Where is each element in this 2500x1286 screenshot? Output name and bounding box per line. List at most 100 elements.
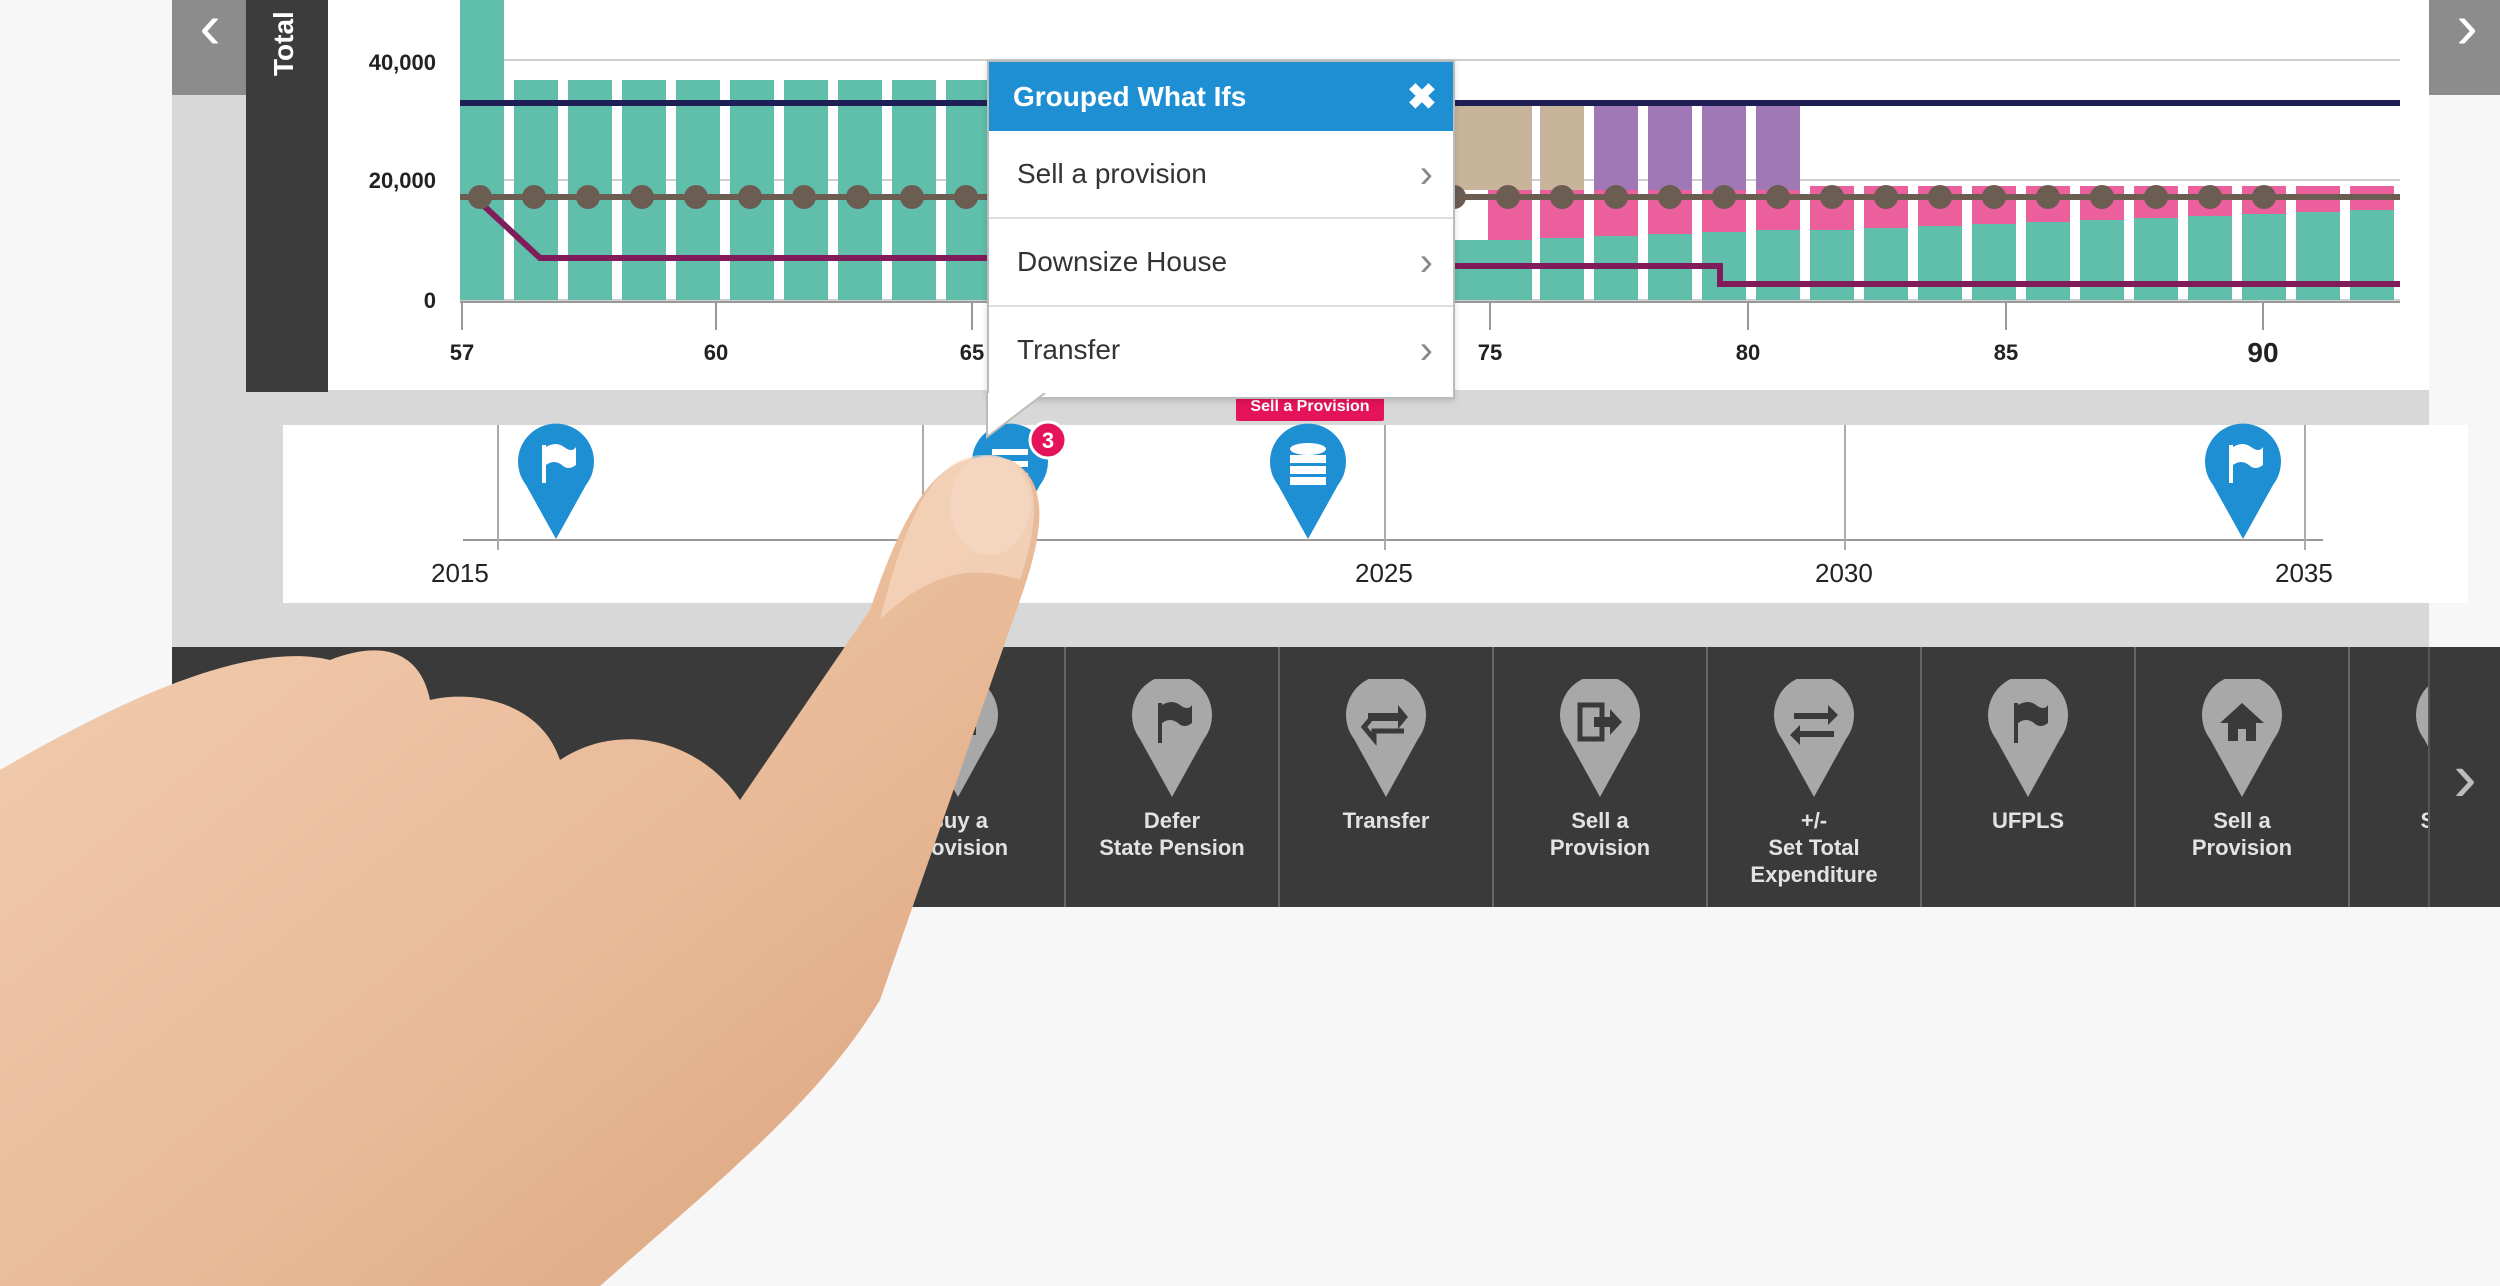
bar-segment <box>1450 106 1494 190</box>
tray-item[interactable]: UFPLS <box>1920 647 2134 907</box>
x-tick-label: 85 <box>1994 340 2018 365</box>
bar-segment <box>1702 106 1746 190</box>
bar-segment <box>1918 226 1962 300</box>
x-tick-label: 57 <box>450 340 474 365</box>
tray-item-label: UFPLS <box>1991 808 2065 833</box>
x-tick-label: 90 <box>2247 337 2278 368</box>
timeline-year-label: 2030 <box>1815 558 1873 588</box>
close-icon[interactable]: ✖ <box>1406 76 1437 117</box>
database-icon <box>1290 477 1326 485</box>
popup-item-label: Downsize House <box>1017 246 1228 277</box>
flag-icon <box>546 444 576 468</box>
chevron-right-icon: › <box>1419 240 1433 284</box>
y-tick-label: 20,000 <box>369 168 436 193</box>
tray-item-label: Defer State Pension <box>1099 808 1245 860</box>
data-point <box>468 185 492 209</box>
popup-item-downsize-house[interactable]: Downsize House › <box>989 219 1453 307</box>
timeline-year-label: 2025 <box>1355 558 1413 588</box>
x-tick-label: 65 <box>960 340 984 365</box>
tray-item-label: Sell a Provision <box>1549 808 1651 860</box>
data-point <box>1766 185 1790 209</box>
grouped-what-ifs-popup: Grouped What Ifs ✖ Sell a provision › Do… <box>987 60 1455 399</box>
swap-icon <box>1774 679 1854 797</box>
tray-item-label: Sell a Provision <box>2191 808 2293 860</box>
tray-item[interactable]: Transfer <box>1278 647 1492 907</box>
bar-segment <box>1594 106 1638 190</box>
data-point <box>1496 185 1520 209</box>
tray-item-label: Transfer <box>1342 808 1430 833</box>
data-point <box>684 185 708 209</box>
timeline-year-label: 2035 <box>2275 558 2333 588</box>
provision-pin-marker[interactable] <box>1268 423 1348 541</box>
data-point <box>2252 185 2276 209</box>
data-point <box>1604 185 1628 209</box>
data-point <box>1982 185 2006 209</box>
data-point <box>576 185 600 209</box>
popup-item-label: Transfer <box>1017 334 1121 365</box>
popup-item-label: Sell a provision <box>1017 158 1207 189</box>
svg-text:3: 3 <box>1042 428 1054 453</box>
data-point <box>1550 185 1574 209</box>
popup-pointer <box>986 393 1046 440</box>
data-point <box>1928 185 1952 209</box>
popup-item-sell-provision[interactable]: Sell a provision › <box>989 131 1453 219</box>
x-tick-label: 60 <box>704 340 728 365</box>
group-count-badge: 3 <box>1028 420 1068 460</box>
data-point <box>792 185 816 209</box>
data-point <box>2036 185 2060 209</box>
bar-segment <box>1864 228 1908 300</box>
chart-next-button[interactable]: › <box>2429 0 2500 95</box>
flag-icon <box>1132 679 1212 797</box>
data-point <box>900 185 924 209</box>
data-point <box>630 185 654 209</box>
bar-segment <box>1810 230 1854 300</box>
popup-title: Grouped What Ifs <box>1013 81 1247 112</box>
y-tick-label: 0 <box>424 288 436 313</box>
data-point <box>846 185 870 209</box>
tray-next-button[interactable]: › <box>2428 647 2500 907</box>
x-tick-label: 80 <box>1736 340 1760 365</box>
bar <box>460 0 504 300</box>
y-tick-label: 40,000 <box>369 50 436 75</box>
y-axis-tab: Total <box>246 0 328 392</box>
flag-icon <box>2233 444 2263 468</box>
data-point <box>1874 185 1898 209</box>
bar-segment <box>1756 230 1800 300</box>
tray-item[interactable]: Sell a Provision <box>2134 647 2348 907</box>
data-point <box>738 185 762 209</box>
flag-pin-marker[interactable] <box>516 423 596 541</box>
transfer-icon <box>1346 679 1426 797</box>
chevron-right-icon: › <box>1419 152 1433 196</box>
chart-prev-button[interactable]: ‹ <box>172 0 248 95</box>
data-point <box>2144 185 2168 209</box>
data-point <box>1820 185 1844 209</box>
bar-segment <box>1540 106 1584 190</box>
tray-item-label: +/- Set Total Expenditure <box>1750 808 1878 887</box>
data-point <box>1658 185 1682 209</box>
bar-segment <box>1488 240 1532 300</box>
x-tick-label: 75 <box>1478 340 1502 365</box>
bar-segment <box>1488 106 1532 190</box>
flag-pin-marker[interactable] <box>2203 423 2283 541</box>
bar-segment <box>1756 106 1800 190</box>
bar-segment <box>1648 106 1692 190</box>
timeline-year-label: 2015 <box>431 558 489 588</box>
data-point <box>1712 185 1736 209</box>
bar-segment <box>1972 224 2016 300</box>
timeline-axis <box>463 425 2323 550</box>
exit-icon <box>1560 679 1640 797</box>
tray-item[interactable]: Defer State Pension <box>1064 647 1278 907</box>
popup-item-transfer[interactable]: Transfer › <box>989 307 1453 393</box>
house-icon <box>2202 679 2282 797</box>
tray-item[interactable]: Sell a Provision <box>1492 647 1706 907</box>
data-point <box>954 185 978 209</box>
flag-icon <box>1988 679 2068 797</box>
tray-item[interactable]: +/- Set Total Expenditure <box>1706 647 1920 907</box>
chevron-right-icon: › <box>1419 328 1433 372</box>
bar-segment <box>1450 240 1494 300</box>
timeline-panel <box>283 425 2468 603</box>
data-point <box>2198 185 2222 209</box>
popup-header: Grouped What Ifs ✖ <box>989 62 1453 131</box>
data-point <box>2090 185 2114 209</box>
